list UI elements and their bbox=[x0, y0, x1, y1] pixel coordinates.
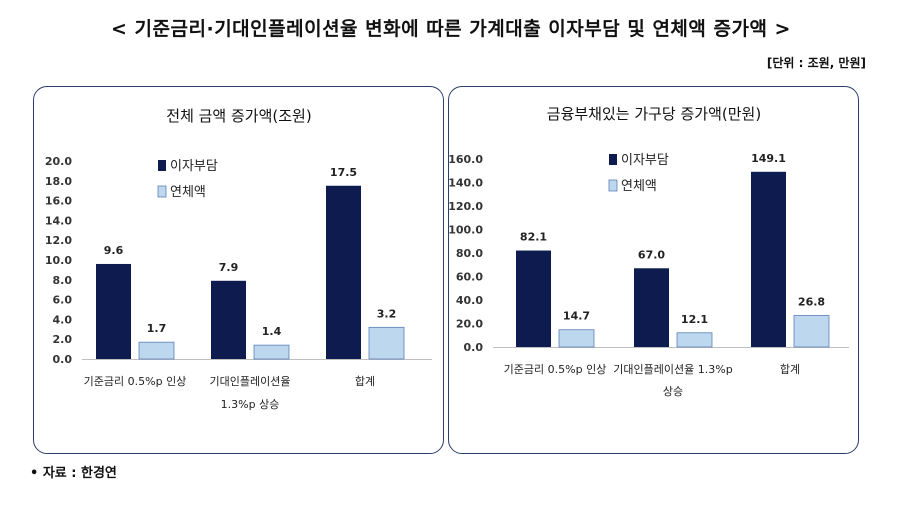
category-label: 기대인플레이션율 bbox=[210, 375, 291, 388]
chart-panel-household: 금융부채있는 가구당 증가액(만원) 0.0 20.0 40.0 60.0 80.0 100… bbox=[448, 86, 859, 454]
category-label: 1.3%p 상승 bbox=[221, 398, 280, 411]
data-label: 12.1 bbox=[681, 313, 708, 326]
y-tick-label: 60.0 bbox=[456, 271, 483, 284]
y-tick-label: 12.0 bbox=[45, 234, 72, 247]
chart-total-amount: 전체 금액 증가액(조원) 0.0 2.0 4.0 6.0 8.0 10.0 12.0 14.0… bbox=[45, 107, 432, 411]
category-label: 합계 bbox=[780, 363, 800, 376]
bar-interest bbox=[96, 263, 131, 359]
category-label: 기준금리 0.5%p 인상 bbox=[504, 363, 607, 376]
bar-delinquency bbox=[253, 344, 290, 360]
y-tick-label: 20.0 bbox=[45, 155, 72, 168]
y-tick-label: 18.0 bbox=[45, 175, 72, 188]
chart-title: 전체 금액 증가액(조원) bbox=[166, 107, 311, 125]
bar-interest bbox=[211, 280, 246, 359]
category-label: 기대인플레이션율 1.3%p bbox=[613, 363, 732, 376]
bar-interest bbox=[326, 185, 361, 359]
data-label: 26.8 bbox=[798, 296, 825, 309]
y-tick-label: 0.0 bbox=[53, 353, 73, 366]
legend-swatch-interest bbox=[609, 154, 617, 165]
source-note: • 자료 : 한경연 bbox=[30, 466, 117, 481]
y-tick-label: 4.0 bbox=[53, 313, 73, 326]
unit-note: [단위 : 조원, 만원] bbox=[766, 56, 866, 70]
y-tick-label: 8.0 bbox=[53, 274, 73, 287]
y-tick-label: 80.0 bbox=[456, 247, 483, 260]
data-label: 3.2 bbox=[377, 307, 397, 320]
chart-household-amount: 금융부채있는 가구당 증가액(만원) 0.0 20.0 40.0 60.0 80.0 100… bbox=[449, 105, 849, 398]
data-label: 82.1 bbox=[520, 231, 547, 244]
y-tick-label: 120.0 bbox=[449, 200, 483, 213]
y-tick-label: 6.0 bbox=[53, 294, 73, 307]
legend-swatch-interest bbox=[158, 160, 166, 171]
y-tick-label: 40.0 bbox=[456, 294, 483, 307]
legend-label-interest: 이자부담 bbox=[621, 153, 669, 168]
legend-label-delinquency: 연체액 bbox=[621, 179, 657, 194]
y-tick-label: 160.0 bbox=[449, 153, 483, 166]
data-label: 9.6 bbox=[104, 244, 124, 257]
data-label: 1.4 bbox=[262, 325, 282, 338]
y-tick-label: 140.0 bbox=[449, 177, 483, 190]
legend-label-delinquency: 연체액 bbox=[170, 185, 206, 200]
y-tick-label: 16.0 bbox=[45, 195, 72, 208]
legend-swatch-delinquency bbox=[157, 185, 167, 198]
chart-panel-total: 전체 금액 증가액(조원) 0.0 2.0 4.0 6.0 8.0 10.0 12.0 14.0… bbox=[33, 86, 444, 454]
data-label: 1.7 bbox=[147, 322, 167, 335]
bar-delinquency bbox=[138, 341, 175, 360]
bar-delinquency bbox=[558, 329, 595, 348]
category-label: 상승 bbox=[663, 385, 683, 398]
y-tick-label: 20.0 bbox=[456, 318, 483, 331]
legend-label-interest: 이자부담 bbox=[170, 159, 218, 174]
data-label: 14.7 bbox=[563, 310, 590, 323]
bar-delinquency bbox=[368, 326, 405, 360]
data-label: 7.9 bbox=[219, 261, 239, 274]
y-tick-label: 0.0 bbox=[464, 341, 484, 354]
category-label: 합계 bbox=[355, 375, 375, 388]
bar-interest bbox=[516, 250, 551, 347]
bar-interest bbox=[751, 171, 786, 347]
y-tick-label: 10.0 bbox=[45, 254, 72, 267]
y-tick-label: 100.0 bbox=[449, 224, 483, 237]
legend-swatch-delinquency bbox=[608, 179, 618, 192]
data-label: 149.1 bbox=[751, 152, 786, 165]
category-label: 기준금리 0.5%p 인상 bbox=[84, 375, 187, 388]
data-label: 67.0 bbox=[638, 248, 665, 261]
page-title: < 기준금리·기대인플레이션율 변화에 따른 가계대출 이자부담 및 연체액 증… bbox=[111, 18, 791, 40]
bar-delinquency bbox=[793, 315, 830, 348]
chart-title: 금융부채있는 가구당 증가액(만원) bbox=[547, 105, 761, 123]
bar-interest bbox=[634, 268, 669, 347]
y-tick-label: 14.0 bbox=[45, 214, 72, 227]
data-label: 17.5 bbox=[330, 166, 357, 179]
y-tick-label: 2.0 bbox=[53, 333, 73, 346]
bar-delinquency bbox=[676, 332, 713, 348]
